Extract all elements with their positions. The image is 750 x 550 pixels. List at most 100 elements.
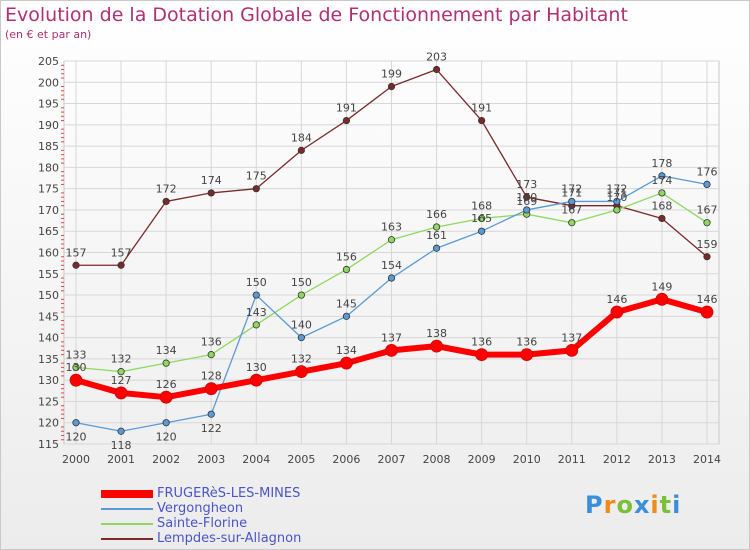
data-label: 172 [606, 182, 627, 195]
x-tick-label: 2012 [603, 453, 631, 466]
data-label: 132 [291, 353, 312, 366]
data-label: 174 [651, 174, 672, 187]
y-tick-label: 115 [38, 438, 59, 451]
data-label: 136 [471, 336, 492, 349]
data-point [478, 214, 486, 223]
data-label: 157 [66, 246, 87, 259]
data-label: 154 [381, 259, 402, 272]
y-tick-label: 195 [38, 98, 59, 111]
data-label: 150 [291, 276, 312, 289]
x-tick-label: 2005 [287, 453, 315, 466]
data-label: 167 [697, 204, 718, 217]
data-point [432, 244, 441, 252]
proxiti-logo: Proxiti [585, 491, 682, 519]
data-point [117, 427, 125, 435]
y-tick-label: 185 [38, 140, 59, 153]
data-point [387, 274, 396, 282]
data-point [658, 214, 666, 223]
data-label: 132 [111, 353, 132, 366]
data-point [117, 368, 125, 376]
legend-label: Sainte-Florine [157, 516, 248, 531]
data-point [565, 343, 579, 357]
data-label: 165 [471, 212, 492, 225]
x-tick-label: 2014 [693, 453, 721, 466]
x-tick-label: 2002 [152, 453, 180, 466]
data-label: 199 [381, 68, 402, 81]
data-label: 127 [111, 374, 132, 387]
data-point [342, 116, 351, 125]
x-tick-label: 2001 [107, 453, 135, 466]
data-point [294, 365, 308, 379]
y-tick-label: 130 [38, 374, 59, 387]
data-label: 133 [66, 348, 87, 361]
y-tick-label: 165 [38, 225, 59, 238]
data-label: 145 [336, 297, 357, 310]
legend-item: FRUGERèS-LES-MINES [101, 486, 401, 501]
data-point [297, 146, 305, 154]
legend-label: FRUGERèS-LES-MINES [157, 486, 301, 501]
data-label: 167 [561, 204, 582, 217]
data-label: 172 [156, 182, 177, 195]
data-point [568, 219, 576, 227]
data-point [207, 410, 215, 418]
data-label: 171 [561, 187, 582, 200]
data-point [72, 419, 80, 427]
data-label: 178 [651, 157, 672, 170]
legend-swatch [101, 538, 153, 540]
data-label: 137 [381, 331, 402, 344]
data-label: 146 [606, 293, 627, 306]
data-point [613, 197, 621, 206]
x-tick-label: 2003 [197, 453, 225, 466]
legend-swatch [101, 490, 153, 498]
chart-title: Evolution de la Dotation Globale de Fonc… [5, 4, 628, 26]
y-tick-label: 150 [38, 289, 59, 302]
data-label: 118 [111, 439, 132, 452]
data-point [387, 82, 396, 91]
data-point [297, 334, 305, 342]
y-tick-label: 145 [38, 310, 59, 323]
legend-label: Lempdes-sur-Allagnon [157, 531, 302, 546]
data-label: 136 [516, 336, 537, 349]
data-label: 149 [651, 280, 672, 293]
data-label: 176 [697, 165, 718, 178]
data-label: 122 [201, 422, 222, 435]
data-label: 126 [156, 378, 177, 391]
legend: FRUGERèS-LES-MINES Vergongheon Sainte-Flor… [101, 486, 401, 546]
series-layer [69, 65, 714, 435]
x-tick-label: 2006 [332, 453, 360, 466]
data-point [159, 390, 173, 404]
data-label: 156 [336, 251, 357, 264]
data-label: 173 [516, 178, 537, 191]
x-tick-label: 2009 [468, 453, 496, 466]
data-label: 134 [336, 344, 357, 357]
y-tick-label: 175 [38, 183, 59, 196]
data-label: 157 [111, 246, 132, 259]
y-tick-label: 120 [38, 417, 59, 430]
data-label: 128 [201, 370, 222, 383]
data-point [523, 206, 531, 214]
data-label: 143 [246, 306, 267, 319]
y-tick-label: 205 [38, 55, 59, 68]
data-point [385, 343, 398, 357]
data-label: 137 [561, 331, 582, 344]
data-label: 172 [561, 182, 582, 195]
legend-swatch [101, 523, 153, 525]
data-point [162, 419, 170, 427]
data-point [520, 348, 534, 362]
data-label: 203 [426, 51, 447, 64]
data-label: 191 [471, 102, 492, 115]
x-tick-label: 2008 [423, 453, 451, 466]
y-tick-label: 160 [38, 247, 59, 260]
data-label: 120 [156, 431, 177, 444]
x-tick-label: 2004 [242, 453, 270, 466]
data-label: 170 [516, 191, 537, 204]
data-label: 134 [156, 344, 177, 357]
data-point [162, 359, 170, 367]
data-point [478, 227, 486, 235]
data-label: 161 [426, 229, 447, 242]
y-tick-label: 170 [38, 204, 59, 217]
data-label: 150 [246, 276, 267, 289]
data-label: 163 [381, 221, 402, 234]
data-point [610, 305, 624, 319]
